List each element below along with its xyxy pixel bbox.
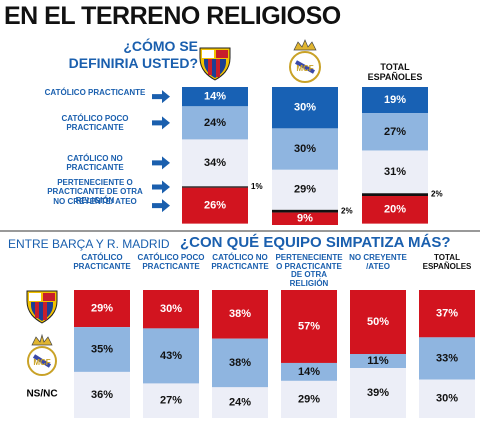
value-label: 14% — [204, 91, 226, 103]
bar-segment — [419, 379, 475, 418]
bar-segment — [272, 128, 338, 170]
value-label: 26% — [204, 200, 226, 212]
value-label: 30% — [294, 143, 316, 155]
title: EN EL TERRENO RELIGIOSO — [4, 2, 341, 30]
barca-logo — [26, 290, 58, 324]
value-label: 2% — [431, 190, 443, 199]
bar-segment — [350, 290, 406, 354]
value-label: 30% — [160, 303, 182, 315]
legend-label: NS/NC — [26, 389, 57, 400]
category-label: CATÓLICO POCO PRACTICANTE — [137, 253, 205, 271]
value-label: 24% — [229, 397, 251, 409]
bar-segment — [182, 106, 248, 140]
subtitle: ¿CÓMO SE DEFINIRIA USTED? — [68, 38, 198, 71]
value-label: 30% — [294, 102, 316, 114]
value-label: 36% — [91, 389, 113, 401]
value-label: 30% — [436, 393, 458, 405]
category-label: PERTENECIENTE O PRACTICANTE DE OTRA RELI… — [275, 253, 343, 288]
category-label: NO CREYENTE /ATEO — [349, 253, 407, 271]
value-label: 38% — [229, 357, 251, 369]
bar-segment — [182, 139, 248, 187]
madrid-logo: MCF — [27, 333, 57, 376]
bar-segment — [419, 290, 475, 338]
value-label: 33% — [436, 352, 458, 364]
bar-segment — [182, 187, 248, 224]
value-label: 9% — [297, 213, 313, 225]
bar-segment — [143, 383, 199, 418]
bar-segment — [362, 87, 428, 114]
category-label: TOTAL ESPAÑOLES — [422, 253, 472, 271]
bar-segment — [272, 87, 338, 129]
value-label: 11% — [367, 355, 389, 367]
value-label: 31% — [384, 166, 406, 178]
value-label: 37% — [436, 308, 458, 320]
category-label: TOTAL ESPAÑOLES — [367, 62, 423, 82]
value-label: 24% — [204, 117, 226, 129]
arrow — [152, 116, 170, 130]
value-label: 29% — [298, 393, 320, 405]
svg-text:MCF: MCF — [296, 64, 313, 73]
bar-segment — [419, 337, 475, 380]
bar-segment — [272, 212, 338, 225]
bar-segment — [182, 186, 248, 188]
row-label: CATÓLICO PRACTICANTE — [44, 87, 146, 97]
bar-segment — [272, 209, 338, 213]
bar-segment — [281, 380, 337, 418]
bar-segment — [74, 290, 130, 328]
value-label: 27% — [160, 395, 182, 407]
bar-segment — [212, 290, 268, 339]
value-label: 43% — [160, 350, 182, 362]
bar-segment — [362, 113, 428, 151]
category-label: CATÓLICO NO PRACTICANTE — [211, 253, 269, 271]
value-label: 27% — [384, 126, 406, 138]
bar-segment — [182, 87, 248, 107]
value-label: 34% — [204, 157, 226, 169]
svg-text:MCF: MCF — [33, 358, 50, 367]
bar-segment — [143, 290, 199, 329]
bar-segment — [350, 354, 406, 369]
barca-logo — [199, 47, 231, 81]
row-label: PERTENECIENTE O PRACTICANTE DE OTRA RELI… — [47, 178, 143, 206]
arrow — [152, 199, 170, 213]
subtitle: ¿CON QUÉ EQUIPO SIMPATIZA MÁS? — [180, 234, 451, 251]
value-label: 57% — [298, 320, 320, 332]
bar-segment — [272, 169, 338, 210]
bar-segment — [362, 196, 428, 224]
row-label: NO CREYENTE/ ATEO — [53, 196, 137, 206]
value-label: 19% — [384, 94, 406, 106]
section-title: ENTRE BARÇA Y R. MADRID — [8, 237, 170, 251]
value-label: 38% — [229, 308, 251, 320]
bar-segment — [350, 368, 406, 418]
row-label: CATÓLICO POCO PRACTICANTE — [61, 113, 129, 132]
value-label: 50% — [367, 316, 389, 328]
bar-segment — [281, 290, 337, 363]
bar-segment — [143, 328, 199, 384]
bar-segment — [212, 338, 268, 388]
arrow — [152, 180, 170, 194]
value-label: 39% — [367, 387, 389, 399]
value-label: 2% — [341, 206, 353, 215]
row-label: CATÓLICO NO PRACTICANTE — [66, 153, 124, 172]
value-label: 29% — [294, 184, 316, 196]
bar-segment — [74, 371, 130, 418]
value-label: 1% — [251, 182, 263, 191]
value-label: 35% — [91, 343, 113, 355]
value-label: 20% — [384, 204, 406, 216]
bar-segment — [212, 387, 268, 418]
arrow — [152, 156, 170, 170]
value-label: 14% — [298, 366, 320, 378]
bar-segment — [74, 327, 130, 372]
value-label: 29% — [91, 302, 113, 314]
category-label: CATÓLICO PRACTICANTE — [73, 253, 131, 271]
madrid-logo: MCF — [289, 39, 321, 83]
bar-segment — [281, 362, 337, 381]
bar-segment — [362, 193, 428, 197]
arrow — [152, 90, 170, 104]
bar-segment — [362, 150, 428, 194]
